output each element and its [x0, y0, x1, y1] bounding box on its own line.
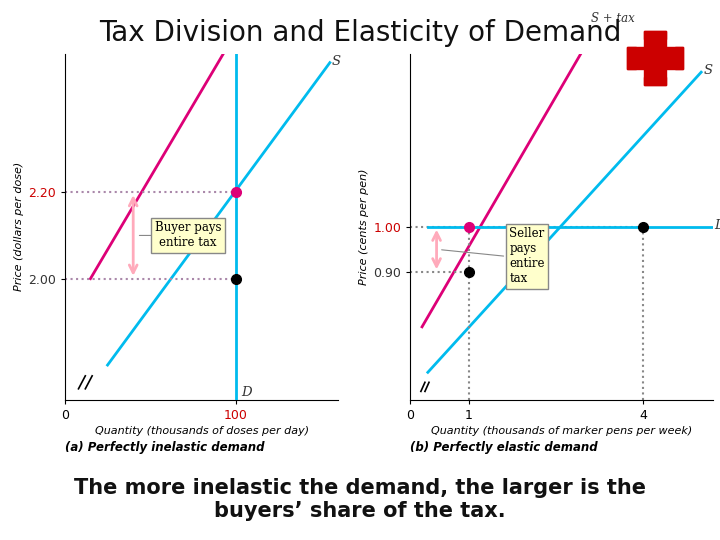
Text: S: S — [331, 55, 341, 68]
Text: (b) Perfectly elastic demand: (b) Perfectly elastic demand — [410, 441, 598, 455]
Y-axis label: Price (dollars per dose): Price (dollars per dose) — [14, 162, 24, 292]
Bar — [644, 31, 666, 39]
Text: The more inelastic the demand, the larger is the
buyers’ share of the tax.: The more inelastic the demand, the large… — [74, 478, 646, 521]
Y-axis label: Price (cents per pen): Price (cents per pen) — [359, 168, 369, 285]
Bar — [644, 31, 666, 85]
Text: D: D — [714, 219, 720, 232]
Text: Buyer pays
entire tax: Buyer pays entire tax — [155, 221, 221, 249]
Bar — [675, 48, 683, 69]
X-axis label: Quantity (thousands of marker pens per week): Quantity (thousands of marker pens per w… — [431, 426, 692, 436]
Bar — [644, 77, 666, 85]
Bar — [627, 48, 683, 69]
Text: S + tax: S + tax — [590, 12, 634, 25]
Text: Seller
pays
entire
tax: Seller pays entire tax — [509, 227, 545, 285]
Text: Tax Division and Elasticity of Demand: Tax Division and Elasticity of Demand — [99, 19, 621, 47]
Text: S: S — [704, 64, 714, 77]
Text: D: D — [241, 386, 251, 399]
Bar — [627, 48, 636, 69]
Text: (a) Perfectly inelastic demand: (a) Perfectly inelastic demand — [65, 441, 264, 455]
X-axis label: Quantity (thousands of doses per day): Quantity (thousands of doses per day) — [94, 426, 309, 436]
